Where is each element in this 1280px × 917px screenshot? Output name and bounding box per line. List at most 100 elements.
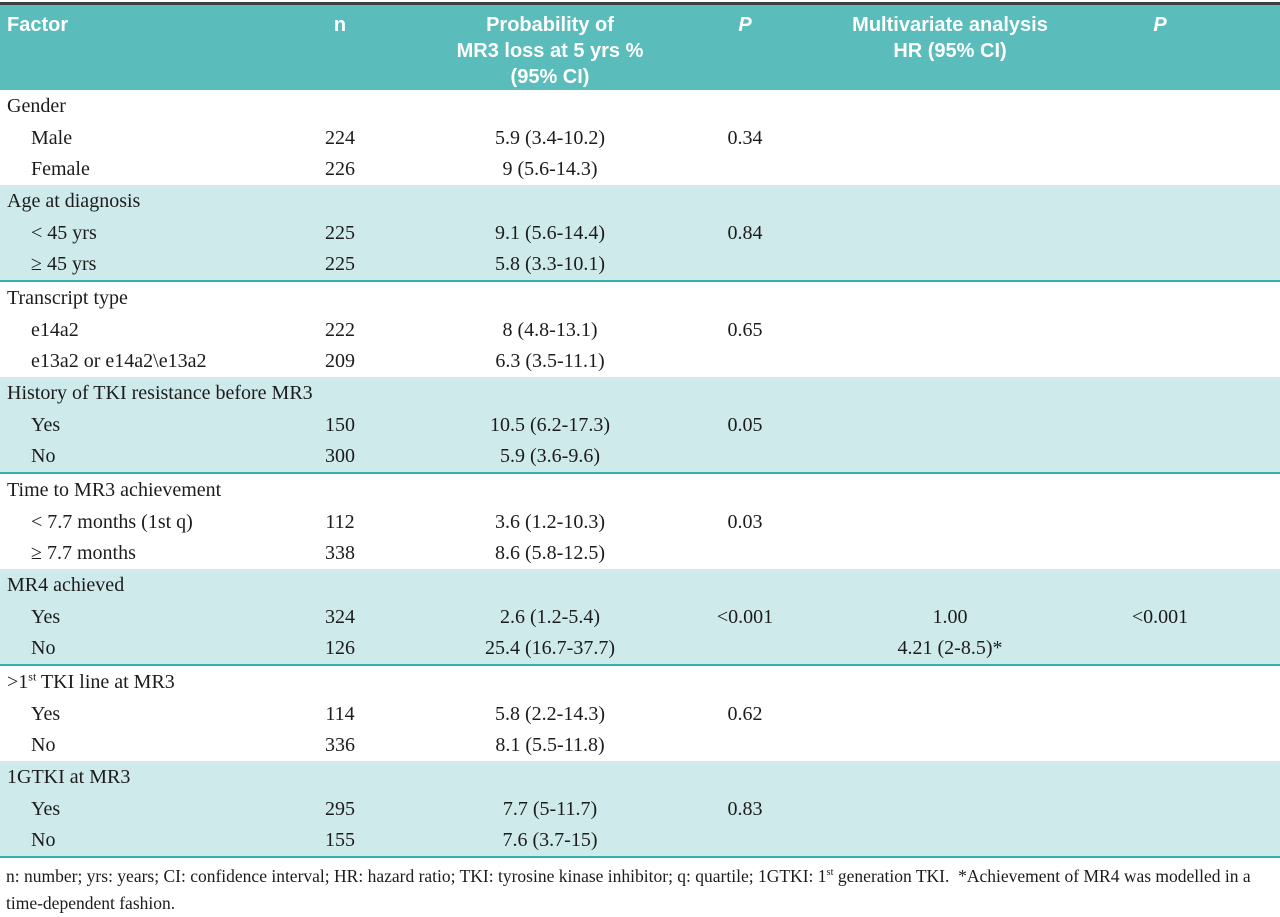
group-row: Age at diagnosis <box>0 185 1280 218</box>
table-row: Female 226 9 (5.6-14.3) <box>0 154 1280 185</box>
cell-factor: Yes <box>0 699 280 730</box>
cell-probability: 2.6 (1.2-5.4) <box>400 602 700 633</box>
group-row: MR4 achieved <box>0 569 1280 602</box>
header-probability-line3: (95% CI) <box>510 66 590 88</box>
cell-p-univariate <box>700 633 790 666</box>
cell-factor: No <box>0 730 280 761</box>
cell-n: 114 <box>280 699 400 730</box>
table-row: < 7.7 months (1st q) 112 3.6 (1.2-10.3) … <box>0 507 1280 538</box>
cell-p-multivariate <box>1110 123 1280 154</box>
group-label-post: TKI line at MR3 <box>36 671 175 693</box>
cell-p-univariate <box>700 249 790 282</box>
table-header: Factor n Probability of MR3 loss at 5 yr… <box>0 5 1280 90</box>
cell-hr <box>790 441 1110 474</box>
footnote-superscript: st <box>826 867 834 879</box>
cell-p-univariate: 0.34 <box>700 123 790 154</box>
section-transcript-type: Transcript type e14a2 222 8 (4.8-13.1) 0… <box>0 281 1280 377</box>
table-row: Yes 114 5.8 (2.2-14.3) 0.62 <box>0 699 1280 730</box>
group-label-pre: >1 <box>7 671 29 693</box>
cell-probability: 9 (5.6-14.3) <box>400 154 700 185</box>
cell-p-univariate <box>700 825 790 858</box>
cell-p-univariate <box>700 154 790 185</box>
cell-probability: 5.8 (2.2-14.3) <box>400 699 700 730</box>
cell-factor: No <box>0 633 280 666</box>
cell-hr <box>790 699 1110 730</box>
group-label: MR4 achieved <box>0 569 1280 602</box>
group-row: Transcript type <box>0 281 1280 315</box>
group-row: History of TKI resistance before MR3 <box>0 377 1280 410</box>
cell-hr: 1.00 <box>790 602 1110 633</box>
group-row: >1st TKI line at MR3 <box>0 665 1280 699</box>
header-probability-line1: Probability of <box>486 14 614 36</box>
cell-p-univariate <box>700 441 790 474</box>
cell-hr <box>790 315 1110 346</box>
header-probability: Probability of MR3 loss at 5 yrs % (95% … <box>400 5 700 90</box>
section-mr4-achieved: MR4 achieved Yes 324 2.6 (1.2-5.4) <0.00… <box>0 569 1280 666</box>
cell-hr <box>790 218 1110 249</box>
cell-probability: 3.6 (1.2-10.3) <box>400 507 700 538</box>
cell-hr <box>790 730 1110 761</box>
header-probability-line2: MR3 loss at 5 yrs % <box>456 40 644 62</box>
cell-factor: Yes <box>0 794 280 825</box>
cell-factor: Yes <box>0 602 280 633</box>
cell-probability: 8.1 (5.5-11.8) <box>400 730 700 761</box>
table-row: Yes 324 2.6 (1.2-5.4) <0.001 1.00 <0.001 <box>0 602 1280 633</box>
cell-p-multivariate <box>1110 633 1280 666</box>
cell-p-multivariate: <0.001 <box>1110 602 1280 633</box>
cell-p-multivariate <box>1110 507 1280 538</box>
table-row: ≥ 7.7 months 338 8.6 (5.8-12.5) <box>0 538 1280 569</box>
header-factor: Factor <box>0 5 280 90</box>
table-footnote: n: number; yrs: years; CI: confidence in… <box>0 858 1280 917</box>
group-label: 1GTKI at MR3 <box>0 761 1280 794</box>
cell-n: 209 <box>280 346 400 377</box>
table-row: No 155 7.6 (3.7-15) <box>0 825 1280 858</box>
cell-n: 112 <box>280 507 400 538</box>
cell-p-multivariate <box>1110 410 1280 441</box>
cell-probability: 9.1 (5.6-14.4) <box>400 218 700 249</box>
cell-p-univariate: 0.83 <box>700 794 790 825</box>
cell-factor: e14a2 <box>0 315 280 346</box>
cell-factor: Yes <box>0 410 280 441</box>
cell-n: 295 <box>280 794 400 825</box>
cell-hr <box>790 410 1110 441</box>
cell-p-multivariate <box>1110 218 1280 249</box>
table-row: Yes 150 10.5 (6.2-17.3) 0.05 <box>0 410 1280 441</box>
cell-probability: 5.9 (3.6-9.6) <box>400 441 700 474</box>
table-row: e14a2 222 8 (4.8-13.1) 0.65 <box>0 315 1280 346</box>
table-row: Yes 295 7.7 (5-11.7) 0.83 <box>0 794 1280 825</box>
cell-factor: e13a2 or e14a2\e13a2 <box>0 346 280 377</box>
cell-factor: < 7.7 months (1st q) <box>0 507 280 538</box>
cell-p-multivariate <box>1110 154 1280 185</box>
header-p-multivariate: P <box>1110 5 1280 90</box>
cell-hr <box>790 123 1110 154</box>
cell-probability: 7.7 (5-11.7) <box>400 794 700 825</box>
table-row: e13a2 or e14a2\e13a2 209 6.3 (3.5-11.1) <box>0 346 1280 377</box>
group-label: Gender <box>0 90 1280 123</box>
header-multivariate: Multivariate analysis HR (95% CI) <box>790 5 1110 90</box>
cell-probability: 6.3 (3.5-11.1) <box>400 346 700 377</box>
cell-factor: No <box>0 825 280 858</box>
cell-n: 224 <box>280 123 400 154</box>
table-row: ≥ 45 yrs 225 5.8 (3.3-10.1) <box>0 249 1280 282</box>
cell-p-multivariate <box>1110 346 1280 377</box>
top-margin <box>0 0 1280 2</box>
cell-p-multivariate <box>1110 441 1280 474</box>
section-tki-resistance-history: History of TKI resistance before MR3 Yes… <box>0 377 1280 474</box>
cell-probability: 8 (4.8-13.1) <box>400 315 700 346</box>
cell-n: 226 <box>280 154 400 185</box>
table-row: No 126 25.4 (16.7-37.7) 4.21 (2-8.5)* <box>0 633 1280 666</box>
cell-n: 324 <box>280 602 400 633</box>
group-label: >1st TKI line at MR3 <box>0 665 1280 699</box>
cell-hr <box>790 538 1110 569</box>
cell-p-univariate <box>700 538 790 569</box>
group-row: Time to MR3 achievement <box>0 473 1280 507</box>
cell-n: 336 <box>280 730 400 761</box>
footnote-part1: n: number; yrs: years; CI: confidence in… <box>6 866 827 886</box>
group-label: Transcript type <box>0 281 1280 315</box>
header-multivariate-line2: HR (95% CI) <box>893 40 1007 62</box>
cell-hr: 4.21 (2-8.5)* <box>790 633 1110 666</box>
header-n: n <box>280 5 400 90</box>
cell-p-multivariate <box>1110 730 1280 761</box>
cell-factor: < 45 yrs <box>0 218 280 249</box>
cell-p-multivariate <box>1110 794 1280 825</box>
